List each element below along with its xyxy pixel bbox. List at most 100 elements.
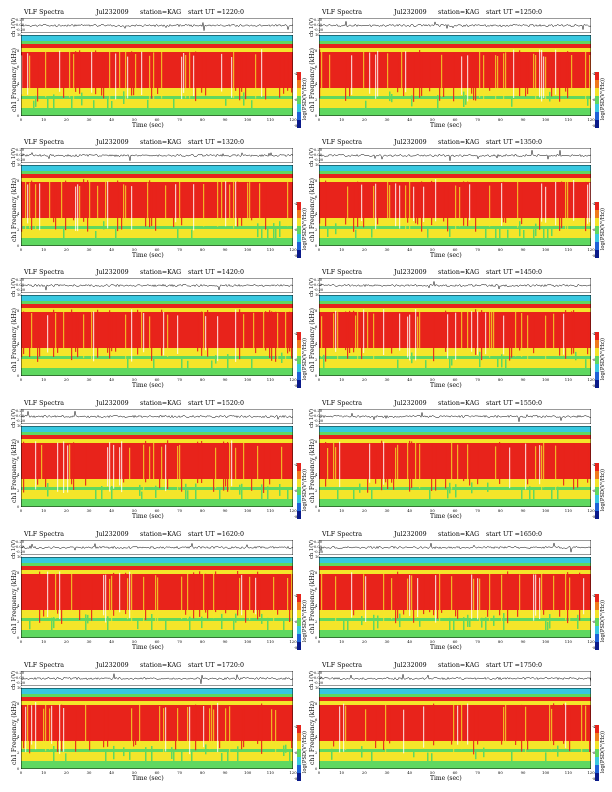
x-tick-label: 60: [452, 377, 458, 382]
colorbar-segment: [595, 234, 599, 242]
spectrum-streak: [565, 702, 567, 749]
y-tick-label: 6: [315, 587, 318, 592]
trace-tick-label: -0.20: [314, 550, 324, 554]
spectrum-streak: [519, 314, 521, 351]
spectrum-streak: [213, 446, 215, 492]
spectrum-streak: [141, 309, 143, 351]
spectrum-streak: [209, 708, 211, 750]
spectrum-streak: [187, 490, 189, 502]
x-tick-label: 20: [63, 508, 69, 513]
spectrum-band: [21, 487, 293, 490]
spectrum-streak: [269, 448, 271, 485]
spectrum-band: [319, 35, 591, 41]
spectrum-streak: [479, 49, 481, 98]
y-tick-label: 0: [315, 636, 318, 640]
spectrum-streak: [565, 179, 567, 231]
x-tick-label: 120: [289, 770, 297, 775]
spectrum-streak: [551, 52, 553, 97]
spectrum-streak: [563, 703, 565, 744]
spectrum-streak: [473, 705, 475, 755]
spectrum-streak: [465, 95, 467, 105]
x-tick-label: 90: [520, 639, 526, 644]
colorbar-segment: [595, 96, 599, 104]
spectrum-band: [21, 308, 293, 312]
spectrum-streak: [425, 360, 427, 376]
panel-start-time: start UT =1420:0: [188, 269, 244, 276]
y-tick-label: 4: [315, 81, 318, 86]
spectrum-streak: [483, 55, 485, 102]
x-tick-label: 30: [86, 770, 92, 775]
y-tick-label: 2: [17, 488, 20, 493]
spectrum-streak: [97, 185, 99, 225]
colorbar-segment: [297, 741, 301, 749]
trace-tick-label: 0.20: [314, 540, 323, 544]
spectrum-streak: [521, 313, 523, 357]
y-tick-label: 0: [17, 767, 20, 771]
spectrum-streak: [555, 181, 557, 226]
x-tick-label: 0: [317, 377, 321, 382]
x-tick-label: 100: [542, 117, 550, 122]
spectrum-streak: [261, 703, 263, 754]
spectrum-streak: [107, 616, 109, 631]
spectrum-streak: [59, 571, 61, 620]
y-tick-label: 2: [17, 750, 20, 755]
spectrum-streak: [275, 311, 277, 362]
spectrum-streak: [365, 709, 367, 744]
spectrum-streak: [227, 442, 229, 492]
y-tick-label: 10: [17, 293, 22, 297]
spectrum-streak: [173, 750, 175, 761]
y-tick-label: 0: [315, 374, 318, 378]
spectrum-streak: [45, 702, 47, 752]
x-tick-label: 110: [266, 247, 274, 252]
spectrum-streak: [207, 310, 209, 357]
spectrum-streak: [325, 313, 327, 362]
spectrum-streak: [539, 577, 541, 619]
spectrogram-plot: [319, 165, 591, 246]
frequency-ylabel: ch1 Frequency (kHz): [309, 48, 316, 113]
spectrum-streak: [257, 223, 259, 238]
spectrum-band: [319, 749, 591, 752]
trace-tick-label: -0.20: [314, 288, 324, 292]
spectrum-streak: [447, 314, 449, 359]
spectrum-streak: [287, 489, 289, 505]
spectrum-streak: [363, 309, 365, 353]
spectrum-streak: [533, 574, 535, 621]
colorbar-segment: [297, 356, 301, 364]
spectrum-streak: [149, 316, 151, 353]
spectrum-streak: [77, 184, 79, 232]
trace-tick-label: 0.20: [314, 409, 323, 413]
spectrum-streak: [535, 574, 537, 616]
spectrum-streak: [165, 444, 167, 492]
colorbar-segment: [595, 80, 599, 88]
spectrogram-panel: VLF Spectra Jul232009 station=KAG start UT …: [309, 530, 606, 652]
spectrum-band: [21, 226, 293, 229]
spectrum-streak: [505, 184, 507, 223]
spectrum-streak: [383, 309, 385, 355]
spectrum-streak: [29, 182, 31, 229]
spectrum-streak: [187, 707, 189, 748]
spectrum-streak: [255, 314, 257, 354]
panel-title: VLF Spectra: [24, 139, 64, 146]
colorbar-segment: [595, 332, 599, 340]
spectrum-streak: [567, 572, 569, 624]
colorbar-segment: [297, 610, 301, 618]
colorbar-segment: [297, 88, 301, 96]
colorbar-segment: [297, 202, 301, 210]
spectrum-band: [21, 761, 293, 769]
spectrogram-panel: VLF Spectra Jul232009 station=KAG start UT …: [11, 530, 308, 652]
spectrum-streak: [553, 575, 555, 615]
spectrum-streak: [503, 706, 505, 746]
spectrum-band: [319, 295, 591, 301]
spectrum-streak: [39, 183, 41, 231]
x-tick-label: 0: [19, 247, 23, 252]
spectrum-band: [319, 229, 591, 238]
spectrum-streak: [527, 315, 529, 361]
colorbar-segment: [595, 210, 599, 218]
spectrum-streak: [31, 705, 33, 745]
x-tick-label: 120: [587, 639, 595, 644]
x-tick-label: 80: [199, 508, 205, 513]
spectrum-streak: [373, 313, 375, 360]
colorbar-tick-label: -8: [294, 646, 298, 650]
colorbar-segment: [297, 72, 301, 80]
waveform-line: [319, 541, 591, 553]
